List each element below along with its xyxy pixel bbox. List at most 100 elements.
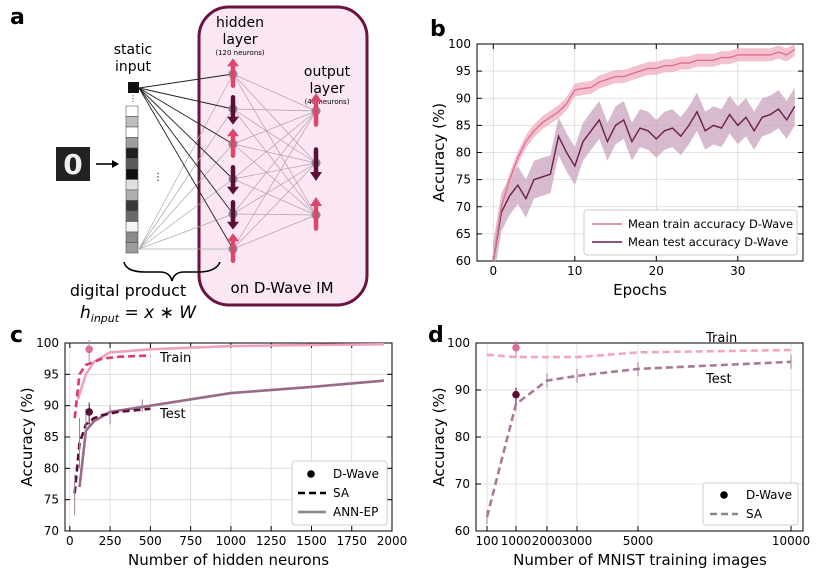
legend-sa-label: SA: [333, 486, 350, 500]
formula-rest: = x ∗ W: [119, 303, 197, 323]
output-spin-down-head: [310, 172, 322, 181]
annotation-train: Train: [159, 351, 191, 366]
hidden-to-output-connection: [232, 162, 317, 215]
output-spin-up-head: [310, 197, 322, 206]
static-to-hidden-connection: [138, 73, 234, 89]
dwave-train-point: [85, 345, 93, 354]
hidden-spin-up-head: [227, 128, 239, 137]
hidden-spin-down-head: [227, 221, 239, 230]
input-vector-cell: [125, 116, 139, 128]
plot-frame: [64, 342, 393, 532]
vector-ellipsis-mid: ⋮: [153, 172, 163, 183]
hidden-to-output-connection: [232, 110, 317, 180]
panel-label: b: [430, 17, 446, 42]
y-tick-label: 80: [455, 430, 470, 444]
legend-box: [583, 209, 798, 256]
sa-train-line: [73, 354, 151, 419]
ann-test-line: [78, 379, 385, 488]
hidden-spin-down-head: [227, 116, 239, 125]
x-tick-label: 5000: [623, 534, 654, 548]
legend-train-label: Mean train accuracy D-Wave: [628, 217, 793, 231]
y-axis-label: Accuracy (%): [430, 103, 448, 202]
input-vector-cell: [125, 210, 139, 222]
mnist-digit-glyph: 0: [63, 148, 82, 181]
x-tick-label: 250: [99, 534, 122, 548]
test-accuracy-line: [492, 106, 796, 261]
plot-series: [492, 44, 796, 261]
input-vector-cell: [125, 200, 139, 212]
x-tick-label: 750: [179, 534, 202, 548]
legend-dwave-label: D-Wave: [333, 467, 379, 481]
y-tick-label: 95: [456, 64, 471, 78]
x-tick-label: 1000: [216, 534, 247, 548]
panel-c: 0 250 500 750 1000 1250 1500 1750 2000 70 75 80 85 90…: [10, 323, 407, 569]
input-arrowhead: [112, 160, 119, 168]
y-tick-label: 100: [447, 336, 470, 350]
y-tick-label: 85: [44, 430, 59, 444]
formula-h: h: [80, 303, 91, 323]
static-to-hidden-connection: [138, 87, 234, 250]
static-to-hidden-connection: [138, 87, 234, 180]
vector-to-hidden-connection: [138, 213, 234, 250]
hidden-to-output-connection: [232, 73, 317, 164]
test-uncertainty-band: [493, 87, 795, 261]
y-tick-label: 70: [455, 477, 470, 491]
x-tick-label: 3000: [562, 534, 593, 548]
y-tick-label: 60: [455, 524, 470, 538]
x-tick-label: 10000: [772, 534, 810, 548]
y-tick-label: 70: [456, 200, 471, 214]
input-vector-cell: [125, 126, 139, 138]
digital-product-label: digital product: [70, 281, 186, 300]
x-tick-label: 1000: [501, 534, 532, 548]
input-vector-cell: [125, 242, 139, 254]
dwave-train-point: [512, 343, 520, 352]
hidden-to-output-connection: [232, 110, 317, 250]
y-tick-label: 100: [36, 336, 59, 350]
output-layer-label-2: layer: [309, 81, 344, 97]
dwave-box: [197, 5, 369, 307]
y-tick-label: 90: [44, 399, 59, 413]
x-tick-label: 500: [139, 534, 162, 548]
x-axis-label: Number of MNIST training images: [513, 551, 767, 569]
hidden-layer-label-2: layer: [222, 32, 257, 48]
legend-dwave-swatch: [720, 491, 728, 499]
panel-a: a on D-Wave IM static input hidden layer…: [10, 5, 369, 325]
x-tick-label: 1250: [256, 534, 287, 548]
train-uncertainty-band: [493, 44, 795, 261]
y-axis-label: Accuracy (%): [18, 387, 36, 486]
y-tick-label: 75: [44, 493, 59, 507]
hidden-spin-down-head: [227, 186, 239, 195]
dwave-test-point: [85, 408, 93, 416]
y-tick-label: 90: [455, 383, 470, 397]
x-tick-label: 20: [649, 264, 664, 278]
dwave-test-point: [512, 390, 520, 399]
annotation-test: Test: [705, 372, 732, 387]
hidden-to-output-connection: [232, 108, 317, 164]
plot-frame: [475, 342, 804, 532]
legend-ann-label: ANN-EP: [333, 505, 378, 519]
legend-sa-label: SA: [746, 507, 763, 521]
x-tick-label: 2000: [532, 534, 563, 548]
static-to-hidden-connection: [138, 87, 234, 110]
plot-frame: [476, 43, 804, 262]
hidden-to-output-connection: [232, 143, 317, 164]
legend-dwave-swatch: [307, 470, 315, 478]
output-spin-up-head: [310, 93, 322, 102]
hidden-to-output-connection: [232, 73, 317, 112]
panel-label: c: [10, 323, 23, 348]
hidden-to-output-connection: [232, 73, 317, 216]
x-tick-label: 2000: [377, 534, 408, 548]
x-axis-label: Number of hidden neurons: [128, 551, 329, 569]
hidden-layer-size: (120 neurons): [215, 49, 265, 57]
sa-test-line: [485, 360, 792, 518]
y-axis-label: Accuracy (%): [430, 387, 448, 486]
sa-train-line: [486, 348, 792, 359]
dwave-label: on D-Wave IM: [230, 279, 333, 297]
y-tick-label: 100: [448, 37, 471, 51]
hidden-to-output-connection: [232, 162, 317, 250]
x-tick-label: 1750: [336, 534, 367, 548]
hidden-to-output-connection: [232, 214, 317, 250]
input-vector-cell: [125, 147, 139, 159]
static-to-hidden-connection: [138, 87, 234, 145]
input-vector-cell: [125, 179, 139, 191]
